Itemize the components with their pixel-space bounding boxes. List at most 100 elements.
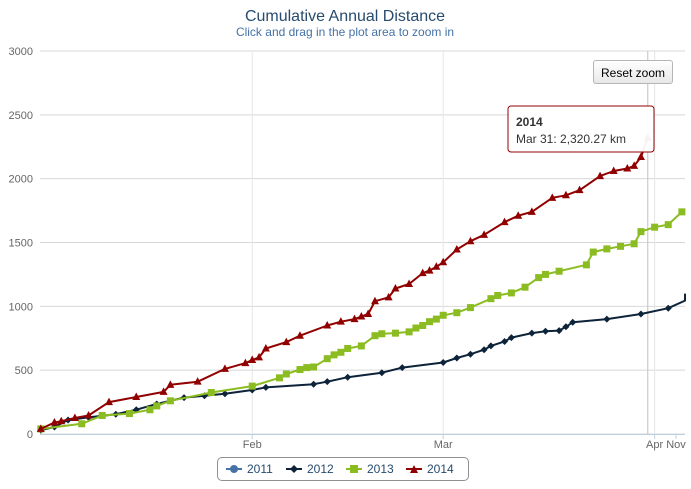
data-point-2014 bbox=[452, 245, 461, 253]
y-tick-label: 2500 bbox=[9, 110, 33, 122]
data-point-2012 bbox=[555, 327, 563, 335]
y-tick-label: 0 bbox=[27, 429, 33, 441]
data-point-2014 bbox=[323, 320, 332, 329]
data-point-2013 bbox=[582, 261, 590, 269]
data-point-2013 bbox=[276, 374, 283, 382]
legend-marker-square-icon bbox=[346, 465, 362, 473]
data-point-2013 bbox=[555, 267, 563, 275]
data-point-2013 bbox=[507, 289, 515, 297]
data-point-2014 bbox=[336, 317, 345, 325]
legend: 2011 2012 2013 2014 bbox=[217, 457, 469, 481]
data-point-2014 bbox=[241, 358, 250, 367]
data-point-2014 bbox=[514, 211, 523, 219]
data-point-2014 bbox=[255, 352, 264, 361]
data-point-2014 bbox=[418, 268, 427, 277]
data-point-2013 bbox=[330, 351, 338, 359]
x-tick-label: Feb bbox=[243, 439, 262, 451]
data-point-2014 bbox=[636, 152, 645, 160]
data-point-2013 bbox=[603, 245, 611, 253]
data-point-2013 bbox=[146, 406, 154, 414]
data-point-2014 bbox=[248, 355, 257, 363]
data-point-2013 bbox=[166, 397, 174, 405]
data-point-2012 bbox=[664, 304, 672, 312]
data-point-2013 bbox=[617, 242, 624, 250]
data-point-2012 bbox=[439, 359, 447, 367]
data-point-2013 bbox=[637, 228, 645, 236]
data-point-2013 bbox=[426, 318, 434, 326]
legend-item-2011[interactable]: 2011 bbox=[226, 458, 273, 480]
data-point-2013 bbox=[303, 364, 311, 372]
data-point-2012 bbox=[541, 327, 549, 335]
data-point-2012 bbox=[569, 318, 577, 326]
y-tick-label: 500 bbox=[15, 365, 33, 377]
data-point-2013 bbox=[125, 410, 133, 418]
data-point-2014 bbox=[166, 380, 175, 388]
data-point-2012 bbox=[398, 364, 406, 372]
data-point-2014 bbox=[527, 207, 536, 215]
data-point-2013 bbox=[405, 328, 413, 336]
data-point-2013 bbox=[466, 304, 474, 312]
data-point-2014 bbox=[159, 387, 168, 395]
data-point-2012 bbox=[262, 383, 270, 391]
legend-label-2013: 2013 bbox=[367, 462, 394, 476]
data-point-2012 bbox=[562, 323, 570, 331]
data-point-2012 bbox=[480, 346, 488, 354]
reset-zoom-button[interactable]: Reset zoom bbox=[593, 60, 673, 84]
data-point-2013 bbox=[98, 411, 106, 419]
data-point-2012 bbox=[501, 337, 509, 345]
data-point-2012 bbox=[487, 342, 495, 350]
data-point-2014 bbox=[425, 266, 434, 274]
data-point-2012 bbox=[528, 329, 536, 337]
y-tick-label: 1500 bbox=[9, 238, 33, 250]
tooltip-body: Mar 31: 2,320.27 km bbox=[516, 132, 626, 146]
data-point-2013 bbox=[589, 248, 597, 256]
y-tick-label: 3000 bbox=[9, 46, 33, 58]
data-point-2014 bbox=[57, 416, 66, 425]
data-point-2012 bbox=[344, 373, 352, 381]
plot-area[interactable]: 0 500 1000 1500 2000 2500 3000 Feb Mar Apr Nov bbox=[9, 46, 687, 451]
data-point-2014 bbox=[84, 410, 93, 419]
y-tick-label: 2000 bbox=[9, 174, 33, 186]
data-point-2012 bbox=[310, 380, 318, 388]
data-point-2013 bbox=[419, 321, 427, 329]
legend-item-2013[interactable]: 2013 bbox=[346, 458, 394, 480]
data-point-2013 bbox=[296, 366, 304, 374]
data-point-2012 bbox=[603, 315, 611, 323]
data-point-2014 bbox=[561, 190, 570, 199]
data-point-2014 bbox=[609, 166, 618, 175]
data-point-2014 bbox=[596, 171, 605, 180]
x-tick-label: Apr bbox=[646, 439, 663, 451]
data-point-2014 bbox=[405, 279, 414, 287]
data-point-2013 bbox=[535, 274, 543, 282]
legend-item-2012[interactable]: 2012 bbox=[286, 458, 334, 480]
data-point-2013 bbox=[378, 330, 386, 338]
data-point-2013 bbox=[357, 342, 365, 350]
data-point-2012 bbox=[221, 390, 229, 398]
data-point-2013 bbox=[439, 311, 447, 319]
data-point-2013 bbox=[487, 295, 495, 303]
legend-marker-circle-icon bbox=[226, 465, 242, 473]
data-point-2014 bbox=[370, 296, 379, 305]
tooltip-box bbox=[507, 105, 655, 153]
data-point-2014 bbox=[36, 424, 45, 432]
data-point-2014 bbox=[391, 283, 400, 292]
data-point-2014 bbox=[575, 185, 584, 194]
chart-subtitle: Click and drag in the plot area to zoom … bbox=[236, 25, 454, 39]
data-point-2013 bbox=[541, 270, 549, 278]
data-point-2013 bbox=[453, 309, 461, 317]
x-tick-label: Mar bbox=[434, 439, 453, 451]
data-point-2014 bbox=[466, 236, 475, 245]
data-point-2013 bbox=[344, 344, 352, 352]
data-point-2014 bbox=[105, 397, 113, 406]
y-tick-label: 1000 bbox=[9, 301, 33, 313]
legend-label-2014: 2014 bbox=[427, 462, 454, 476]
data-point-2013 bbox=[310, 363, 318, 371]
data-point-2014 bbox=[193, 377, 202, 385]
data-point-2013 bbox=[664, 221, 672, 229]
data-point-2014 bbox=[282, 337, 291, 346]
legend-item-2014[interactable]: 2014 bbox=[406, 458, 454, 480]
data-point-2014 bbox=[623, 163, 632, 172]
data-point-2013 bbox=[651, 223, 659, 231]
data-point-2014 bbox=[50, 418, 59, 426]
